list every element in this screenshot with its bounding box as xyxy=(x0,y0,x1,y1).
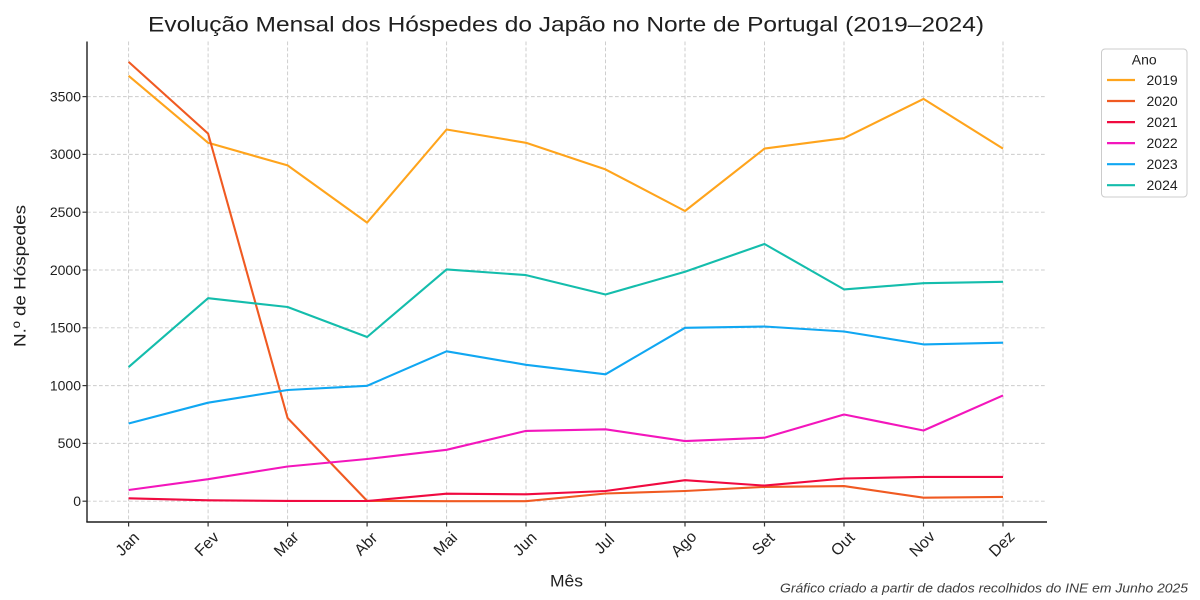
svg-text:2024: 2024 xyxy=(1147,177,1178,193)
svg-text:2500: 2500 xyxy=(50,204,81,220)
svg-text:2000: 2000 xyxy=(50,262,81,278)
svg-text:2022: 2022 xyxy=(1147,135,1178,151)
svg-text:Ano: Ano xyxy=(1132,52,1157,68)
svg-text:Gráfico criado a partir de dad: Gráfico criado a partir de dados recolhi… xyxy=(780,581,1189,596)
svg-text:3500: 3500 xyxy=(50,88,81,104)
svg-text:2019: 2019 xyxy=(1147,72,1178,88)
svg-text:2020: 2020 xyxy=(1147,93,1178,109)
svg-text:2023: 2023 xyxy=(1147,156,1178,172)
svg-text:Evolução Mensal dos Hóspedes d: Evolução Mensal dos Hóspedes do Japão no… xyxy=(148,14,984,37)
svg-text:0: 0 xyxy=(73,493,81,509)
svg-text:3000: 3000 xyxy=(50,146,81,162)
svg-text:1000: 1000 xyxy=(50,377,81,393)
svg-text:Mês: Mês xyxy=(550,572,583,591)
svg-text:N.º de Hóspedes: N.º de Hóspedes xyxy=(11,205,30,347)
svg-text:500: 500 xyxy=(58,435,82,451)
svg-text:2021: 2021 xyxy=(1147,114,1178,130)
svg-text:1500: 1500 xyxy=(50,320,81,336)
